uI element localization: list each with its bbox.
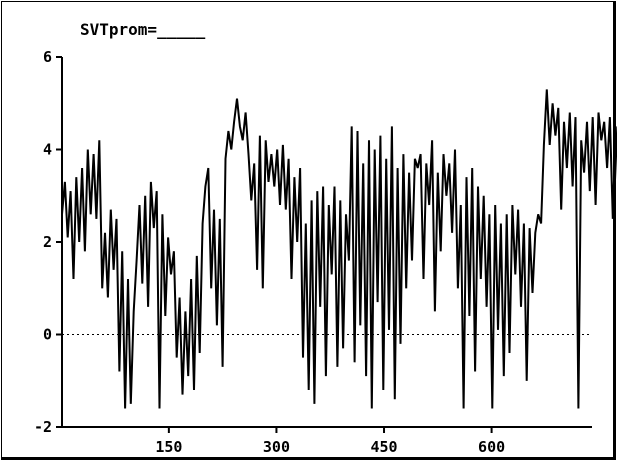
chart-title: SVTprom=_____ — [80, 20, 206, 39]
x-tick-label: 450 — [370, 438, 397, 456]
y-tick-label: 0 — [43, 326, 52, 344]
x-tick-label: 600 — [478, 438, 505, 456]
y-tick-label: 2 — [43, 233, 52, 251]
plot-area — [61, 89, 617, 409]
series-line-1 — [61, 89, 617, 409]
y-tick-label: 6 — [43, 48, 52, 66]
x-tick-label: 150 — [155, 438, 182, 456]
y-tick-label: 4 — [43, 141, 52, 159]
x-tick-label: 300 — [263, 438, 290, 456]
chart-axes: -2 0 2 4 6 150 300 450 600 — [34, 48, 592, 456]
y-tick-label: -2 — [34, 418, 52, 436]
